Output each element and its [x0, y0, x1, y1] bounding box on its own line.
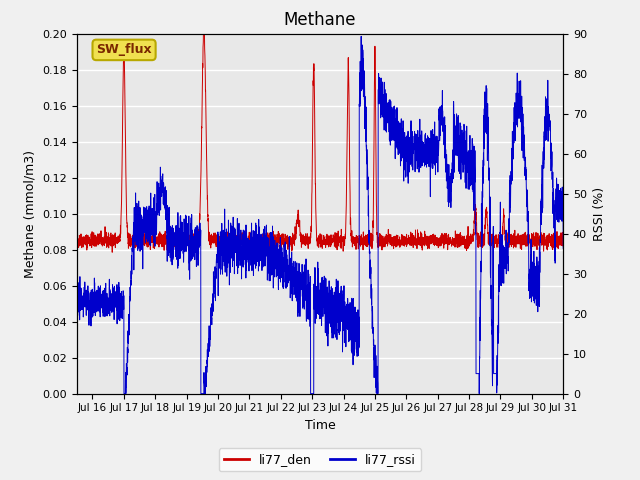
Title: Methane: Methane	[284, 11, 356, 29]
Legend: li77_den, li77_rssi: li77_den, li77_rssi	[219, 448, 421, 471]
Text: SW_flux: SW_flux	[96, 43, 152, 56]
X-axis label: Time: Time	[305, 419, 335, 432]
Y-axis label: Methane (mmol/m3): Methane (mmol/m3)	[24, 150, 36, 277]
Y-axis label: RSSI (%): RSSI (%)	[593, 187, 605, 240]
